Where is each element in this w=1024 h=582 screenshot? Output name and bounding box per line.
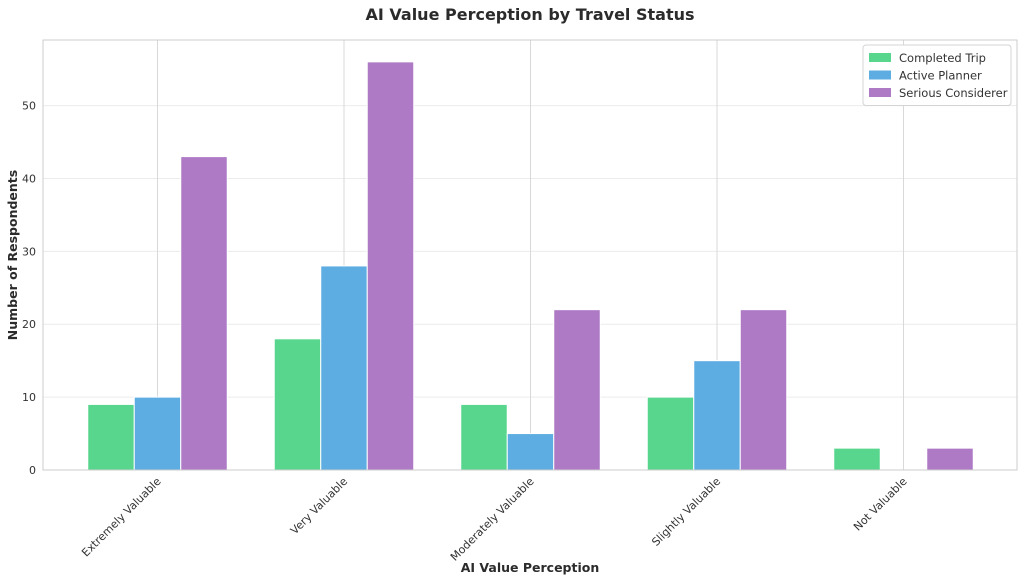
x-axis-label: AI Value Perception xyxy=(461,560,600,575)
legend-swatch xyxy=(869,88,891,97)
y-axis-label: Number of Respondents xyxy=(5,170,20,340)
y-tick-label: 40 xyxy=(22,172,36,185)
y-tick-label: 50 xyxy=(22,100,36,113)
bar xyxy=(366,61,415,471)
legend-label: Completed Trip xyxy=(899,51,986,65)
y-tick-label: 20 xyxy=(22,318,36,331)
bar xyxy=(320,265,368,471)
bar xyxy=(553,309,601,471)
bar xyxy=(739,309,788,471)
legend-swatch xyxy=(869,70,891,80)
legend-box xyxy=(862,44,1012,106)
y-tick-label: 0 xyxy=(29,464,36,477)
bar xyxy=(460,403,508,471)
chart-title: AI Value Perception by Travel Status xyxy=(365,5,694,24)
legend: Completed Trip Active Planner Serious Cons… xyxy=(862,44,1012,106)
legend-label: Active Planner xyxy=(899,69,982,83)
bar xyxy=(506,433,555,471)
legend-swatch xyxy=(869,53,891,62)
plot-frame xyxy=(42,39,1018,471)
bar xyxy=(133,396,182,471)
legend-label: Serious Considerer xyxy=(899,86,1008,100)
bars xyxy=(87,61,974,471)
bar xyxy=(926,447,974,471)
y-tick-label: 10 xyxy=(22,391,36,404)
bar xyxy=(87,403,135,471)
bar xyxy=(646,396,695,471)
bar xyxy=(693,360,741,471)
y-tick-label: 30 xyxy=(22,245,36,258)
bar xyxy=(273,338,322,471)
bar xyxy=(833,447,881,471)
axes xyxy=(42,39,1018,471)
bar xyxy=(180,156,228,471)
